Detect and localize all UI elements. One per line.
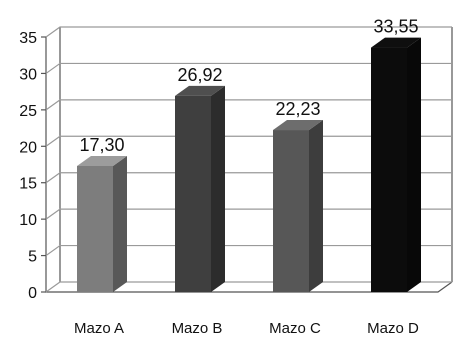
data-labels: 17,30 26,92 22,23 33,55 xyxy=(79,17,418,155)
y-tick-label: 20 xyxy=(19,139,37,156)
bar xyxy=(77,155,127,292)
category-labels: Mazo A Mazo B Mazo C Mazo D xyxy=(74,320,419,337)
y-tick-label: 15 xyxy=(19,176,37,193)
bar-top xyxy=(77,155,127,166)
bar-front xyxy=(77,165,113,292)
category-label: Mazo A xyxy=(74,320,124,337)
category-label: Mazo B xyxy=(172,320,223,337)
gridline xyxy=(45,99,452,111)
data-label: 17,30 xyxy=(79,135,124,155)
bar-side xyxy=(211,85,225,293)
bar xyxy=(273,120,323,292)
bar-side xyxy=(407,37,421,292)
bars xyxy=(77,37,421,293)
data-label: 22,23 xyxy=(275,99,320,119)
category-label: Mazo D xyxy=(367,320,419,337)
y-tick-label: 10 xyxy=(19,212,37,229)
bar-top xyxy=(371,37,421,48)
chart-walls xyxy=(45,27,453,293)
gridlines xyxy=(45,26,452,293)
category-label: Mazo C xyxy=(269,320,321,337)
y-tick-label: 35 xyxy=(19,30,37,47)
bar-top xyxy=(273,120,323,131)
y-tick-label: 30 xyxy=(19,66,37,83)
y-axis-ticks: 0 5 10 15 20 25 30 35 xyxy=(19,30,46,302)
bar-front xyxy=(175,95,211,293)
floor-edge xyxy=(45,37,453,293)
bar-front xyxy=(273,130,309,292)
gridline xyxy=(45,26,452,38)
bar-side xyxy=(113,155,127,292)
y-tick-label: 25 xyxy=(19,103,37,120)
y-tick-label: 5 xyxy=(28,249,37,266)
bar-side xyxy=(309,120,323,292)
gridline xyxy=(45,62,452,74)
bar xyxy=(175,85,225,293)
bar-front xyxy=(371,47,407,292)
bar xyxy=(371,37,421,292)
bar-top xyxy=(175,85,225,96)
y-tick-label: 0 xyxy=(28,285,37,302)
data-label: 26,92 xyxy=(177,65,222,85)
data-label: 33,55 xyxy=(373,17,418,37)
